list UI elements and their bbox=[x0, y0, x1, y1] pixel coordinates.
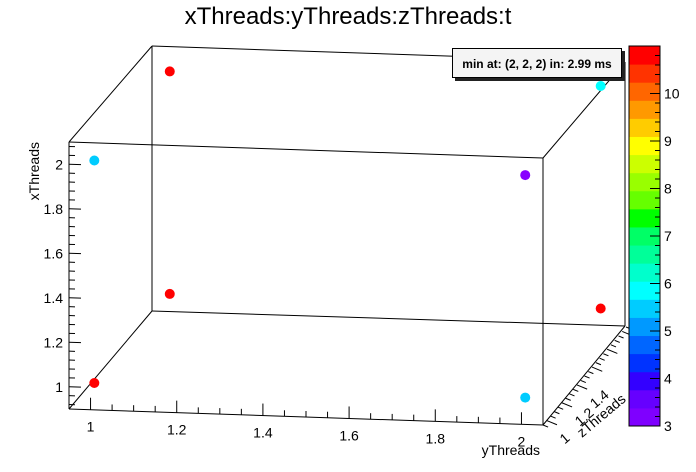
z-axis-minor-tick bbox=[588, 371, 594, 375]
data-point bbox=[595, 303, 606, 314]
colorbar-segment bbox=[629, 371, 660, 391]
z-axis-major-tick bbox=[546, 420, 558, 426]
y-axis-title: xThreads bbox=[26, 142, 42, 200]
colorbar-segment bbox=[629, 64, 660, 83]
colorbar-tick-label: 10 bbox=[664, 86, 680, 102]
colorbar-segment bbox=[629, 407, 660, 427]
box-edge-back-bottom bbox=[151, 310, 626, 327]
box-edge-depth-tl bbox=[68, 45, 153, 143]
x-axis-tick-label: 1 bbox=[87, 419, 95, 435]
colorbar-segment bbox=[629, 118, 660, 137]
y-axis-tick-label: 1.4 bbox=[44, 290, 64, 306]
colorbar-segment bbox=[629, 82, 660, 101]
data-point bbox=[595, 80, 606, 91]
z-axis-minor-tick bbox=[614, 339, 620, 343]
z-axis-minor-tick bbox=[618, 335, 624, 339]
data-point bbox=[164, 288, 175, 299]
box-edge-depth-tr bbox=[542, 61, 626, 159]
z-axis-minor-tick bbox=[554, 411, 560, 415]
x-axis-tick-label: 1.6 bbox=[339, 427, 359, 443]
z-axis-major-tick bbox=[606, 348, 618, 354]
data-point bbox=[520, 170, 531, 181]
colorbar-segment bbox=[629, 317, 660, 337]
x-axis-tick-label: 2 bbox=[518, 433, 526, 449]
y-axis-tick-label: 1.6 bbox=[44, 245, 64, 261]
colorbar-segment bbox=[629, 154, 660, 174]
z-axis-minor-tick bbox=[584, 375, 590, 379]
colorbar-segment bbox=[629, 172, 660, 192]
z-axis-minor-tick bbox=[610, 344, 617, 348]
colorbar-tick-label: 4 bbox=[664, 371, 672, 387]
z-axis-major-tick bbox=[561, 402, 573, 408]
z-axis-minor-tick bbox=[557, 406, 564, 410]
z-axis-minor-tick bbox=[595, 362, 602, 366]
colorbar-tick-label: 8 bbox=[664, 181, 672, 197]
data-point bbox=[520, 392, 531, 403]
data-point bbox=[89, 378, 100, 389]
data-point bbox=[89, 155, 100, 166]
colorbar-segment bbox=[629, 100, 660, 119]
y-axis-tick-label: 1 bbox=[55, 379, 63, 395]
z-axis-minor-tick bbox=[599, 357, 605, 361]
z-axis-minor-tick bbox=[542, 424, 549, 428]
z-axis-minor-tick bbox=[603, 353, 609, 357]
colorbar-segment bbox=[629, 245, 660, 264]
colorbar-segment bbox=[629, 208, 660, 228]
z-axis-minor-tick bbox=[565, 397, 571, 401]
colorbar-tick-label: 6 bbox=[664, 276, 672, 292]
z-axis-minor-tick bbox=[550, 415, 556, 419]
colorbar-segment bbox=[629, 136, 660, 156]
colorbar-segment bbox=[629, 263, 660, 282]
colorbar-tick-label: 9 bbox=[664, 133, 672, 149]
box-edge-depth-br bbox=[542, 325, 626, 426]
z-axis-major-tick bbox=[591, 366, 603, 372]
chart-title: xThreads:yThreads:zThreads:t bbox=[184, 3, 512, 30]
colorbar-tick-label: 7 bbox=[664, 228, 672, 244]
x-axis-tick-label: 1.8 bbox=[426, 430, 446, 446]
colorbar-segment bbox=[629, 226, 660, 246]
colorbar-tick-label: 3 bbox=[664, 418, 672, 434]
colorbar-segment bbox=[629, 353, 660, 373]
y-axis-tick-label: 1.8 bbox=[44, 201, 64, 217]
colorbar-segment bbox=[629, 190, 660, 210]
box-edge-depth-bl bbox=[68, 310, 153, 410]
x-axis-title: yThreads bbox=[482, 442, 540, 458]
x-axis-tick-label: 1.2 bbox=[167, 422, 187, 438]
z-axis-minor-tick bbox=[580, 379, 587, 384]
colorbar-tick-label: 5 bbox=[664, 323, 672, 339]
z-axis-major-tick bbox=[576, 384, 588, 390]
colorbar-segment bbox=[629, 389, 660, 409]
z-axis-tick-label: 1 bbox=[556, 429, 572, 446]
colorbar-segment bbox=[629, 281, 660, 300]
y-axis-tick-label: 1.2 bbox=[44, 334, 64, 350]
z-axis-minor-tick bbox=[572, 388, 579, 392]
colorbar-segment bbox=[629, 335, 660, 355]
z-axis-minor-tick bbox=[569, 393, 575, 397]
y-axis-tick-label: 2 bbox=[55, 156, 63, 172]
colorbar-segment bbox=[629, 299, 660, 318]
x-axis-tick-label: 1.4 bbox=[253, 425, 273, 441]
data-point bbox=[164, 66, 175, 77]
colorbar-segment bbox=[629, 46, 660, 65]
box-edge-front-top bbox=[68, 141, 544, 159]
min-info-box: min at: (2, 2, 2) in: 2.99 ms bbox=[452, 48, 622, 78]
